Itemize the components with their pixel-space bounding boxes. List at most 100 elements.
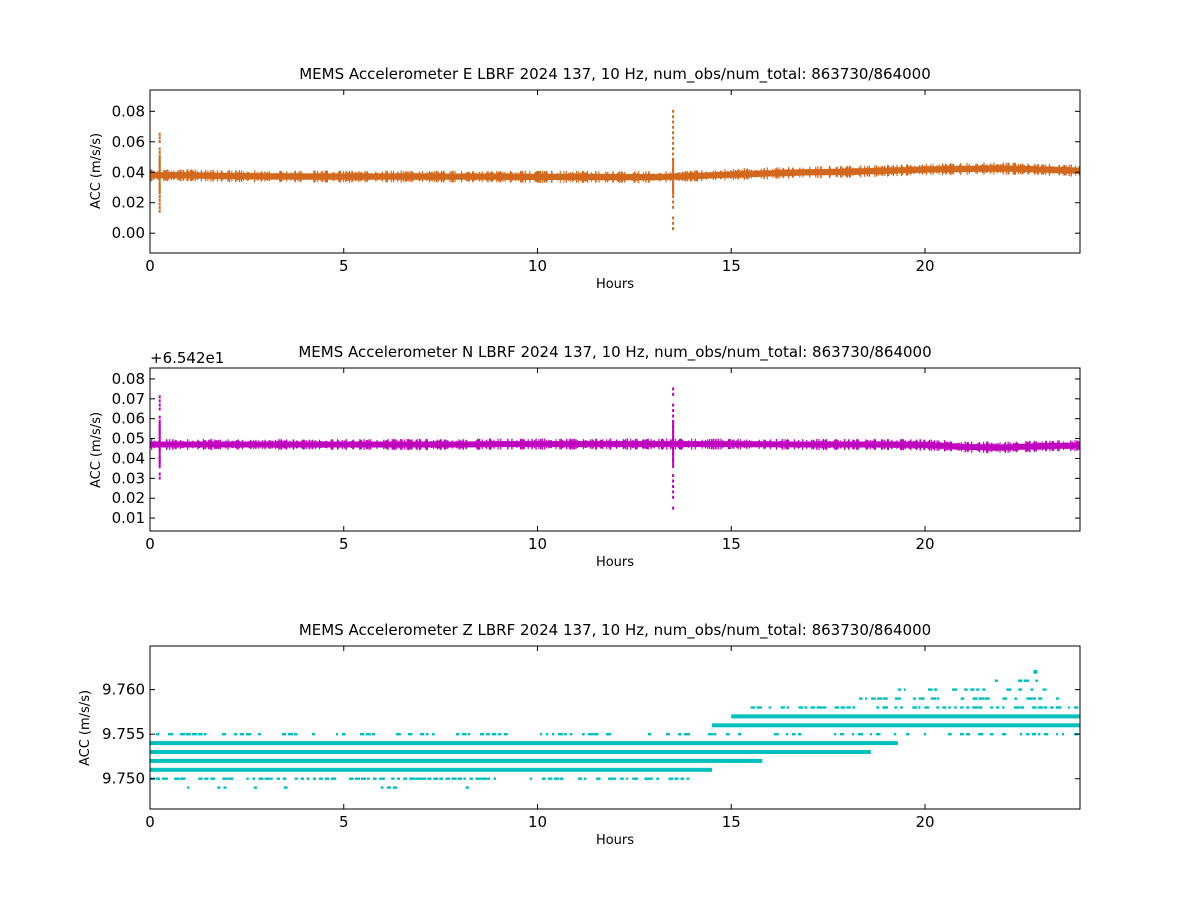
data-point [1023, 679, 1030, 682]
data-point [934, 688, 938, 691]
data-point [222, 777, 229, 780]
data-point [433, 777, 439, 780]
data-point [964, 688, 968, 691]
data-point [168, 733, 174, 736]
data-point [1006, 688, 1012, 691]
x-axis: 0 5 10 15 20 [145, 646, 935, 831]
data-point [614, 777, 617, 780]
data-point [810, 706, 816, 709]
data-point [158, 132, 161, 136]
data-point [386, 786, 391, 789]
data-point [672, 200, 675, 204]
axes-frame [149, 367, 1081, 532]
data-point [750, 706, 756, 709]
data-point [960, 706, 964, 709]
data-point [632, 777, 639, 780]
data-point [870, 733, 872, 736]
data-point [486, 733, 490, 736]
plot-area [150, 669, 1081, 789]
data-point [469, 777, 473, 780]
data-point [960, 697, 965, 700]
data-point [768, 706, 771, 709]
data-point [930, 697, 937, 700]
data-point [996, 706, 1000, 709]
x-tick-label: 0 [145, 257, 155, 275]
y-tick-label: 0.06 [112, 410, 145, 428]
x-axis-label: Hours [596, 833, 634, 848]
data-point [1020, 733, 1023, 736]
data-point [204, 733, 207, 736]
y-axis-label: ACC (m/s/s) [89, 133, 104, 209]
data-point [492, 733, 497, 736]
chart-title: MEMS Accelerometer E LBRF 2024 137, 10 H… [299, 65, 931, 84]
data-point [1032, 706, 1037, 709]
data-point [948, 733, 952, 736]
data-point [774, 733, 779, 736]
data-point [158, 476, 161, 480]
data-point [379, 777, 385, 780]
data-point [1002, 697, 1007, 700]
data-point [198, 777, 203, 780]
data-point [936, 697, 940, 700]
data-point [594, 733, 599, 736]
data-point [666, 733, 670, 736]
data-point [918, 697, 925, 700]
data-point [990, 733, 994, 736]
data-point [1074, 706, 1079, 709]
data-point [330, 777, 337, 780]
y-tick-label: 0.07 [112, 390, 145, 408]
data-point [978, 733, 984, 736]
data-point [558, 733, 563, 736]
x-tick-label: 0 [145, 813, 155, 831]
data-point [978, 697, 985, 700]
data-point [1032, 697, 1036, 700]
y-tick-label: 9.755 [102, 725, 145, 743]
data-point [840, 733, 845, 736]
data-point [300, 777, 304, 780]
x-axis-label: Hours [596, 555, 634, 570]
data-point [970, 688, 975, 691]
y-tick-label: 0.08 [112, 370, 145, 388]
data-point [918, 706, 921, 709]
data-point [674, 777, 679, 780]
data-point [158, 403, 161, 407]
data-point [158, 195, 161, 199]
data-point [596, 777, 601, 780]
data-point [1044, 733, 1049, 736]
data-point [840, 706, 846, 709]
data-point [952, 688, 958, 691]
data-point [672, 131, 675, 135]
data-point [644, 777, 651, 780]
data-point [936, 706, 940, 709]
data-point [656, 777, 659, 780]
data-point [948, 706, 951, 709]
data-point [158, 415, 161, 419]
panel-n: MEMS Accelerometer N LBRF 2024 137, 10 H… [89, 343, 1081, 570]
data-point [1038, 697, 1043, 700]
data-point [1032, 733, 1037, 736]
data-point [158, 147, 161, 151]
data-point [158, 209, 161, 213]
data-point [852, 706, 856, 709]
data-point [678, 733, 682, 736]
data-point [427, 777, 432, 780]
data-point [553, 777, 560, 780]
data-point [903, 688, 906, 691]
data-level [711, 723, 1080, 728]
data-point [246, 733, 252, 736]
data-point [276, 777, 280, 780]
data-point [306, 777, 310, 780]
data-point [264, 777, 271, 780]
data-point [582, 733, 585, 736]
data-point [882, 706, 888, 709]
x-tick-label: 0 [145, 535, 155, 553]
data-point [686, 777, 690, 780]
data-point [608, 777, 614, 780]
data-point [158, 136, 161, 140]
data-point [1026, 697, 1032, 700]
data-point [972, 706, 978, 709]
data-point [714, 733, 717, 736]
data-point [897, 688, 902, 691]
data-point [445, 777, 450, 780]
data-point [672, 506, 675, 510]
